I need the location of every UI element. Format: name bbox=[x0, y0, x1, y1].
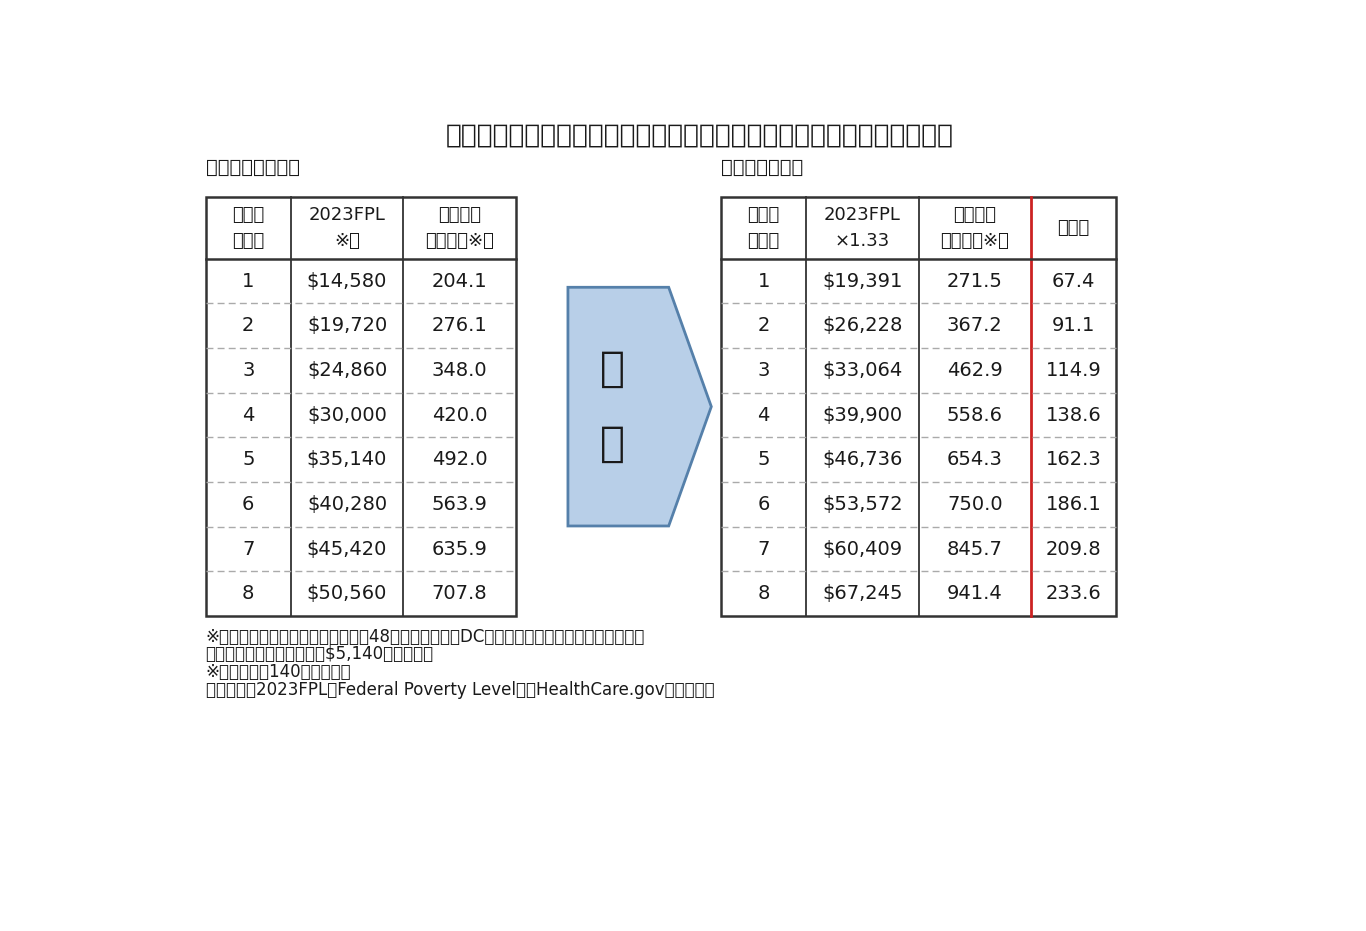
Text: 707.8: 707.8 bbox=[432, 585, 488, 603]
Text: 2023FPL
×1.33: 2023FPL ×1.33 bbox=[824, 206, 900, 250]
Text: 5: 5 bbox=[757, 451, 770, 469]
Text: 635.9: 635.9 bbox=[432, 540, 488, 559]
Text: 5: 5 bbox=[242, 451, 254, 469]
Text: 654.3: 654.3 bbox=[947, 451, 1003, 469]
Text: 1: 1 bbox=[757, 272, 770, 290]
Text: $67,245: $67,245 bbox=[822, 585, 903, 603]
Text: $46,736: $46,736 bbox=[822, 451, 903, 469]
Polygon shape bbox=[568, 288, 712, 526]
Text: $60,409: $60,409 bbox=[822, 540, 903, 559]
Bar bbox=[721, 197, 1116, 616]
Text: 276.1: 276.1 bbox=[432, 317, 488, 335]
Text: 4: 4 bbox=[242, 406, 254, 425]
Text: 1: 1 bbox=[242, 272, 254, 290]
Text: 941.4: 941.4 bbox=[947, 585, 1003, 603]
Text: 家族の
人　数: 家族の 人 数 bbox=[232, 206, 265, 250]
Text: $35,140: $35,140 bbox=[307, 451, 387, 469]
Text: 138.6: 138.6 bbox=[1046, 406, 1101, 425]
Text: 204.1: 204.1 bbox=[432, 272, 488, 290]
Text: 6: 6 bbox=[757, 495, 770, 514]
Text: $19,720: $19,720 bbox=[307, 317, 387, 335]
Text: 【図表３：オバマケアによるメディケイド加入資格（年収水準）拡張】: 【図表３：オバマケアによるメディケイド加入資格（年収水準）拡張】 bbox=[447, 123, 953, 149]
Text: $30,000: $30,000 bbox=[307, 406, 387, 425]
Text: 4: 4 bbox=[757, 406, 770, 425]
Text: $19,391: $19,391 bbox=[822, 272, 903, 290]
Text: 8: 8 bbox=[242, 585, 254, 603]
Text: 750.0: 750.0 bbox=[947, 495, 1003, 514]
Text: 558.6: 558.6 bbox=[947, 406, 1003, 425]
Text: $39,900: $39,900 bbox=[822, 406, 903, 425]
Text: 209.8: 209.8 bbox=[1046, 540, 1101, 559]
Text: $50,560: $50,560 bbox=[307, 585, 387, 603]
Text: $33,064: $33,064 bbox=[822, 361, 903, 380]
Text: 186.1: 186.1 bbox=[1046, 495, 1101, 514]
Text: 114.9: 114.9 bbox=[1046, 361, 1101, 380]
Text: ９名以降１人当たり$5,140を加える。: ９名以降１人当たり$5,140を加える。 bbox=[206, 645, 434, 663]
Text: $53,572: $53,572 bbox=[822, 495, 903, 514]
Text: 円換算額
（万円）※２: 円換算額 （万円）※２ bbox=[940, 206, 1009, 250]
Bar bbox=[206, 197, 515, 616]
Text: 円換算額
（万円）※２: 円換算額 （万円）※２ bbox=[425, 206, 494, 250]
Text: 7: 7 bbox=[242, 540, 254, 559]
Text: 162.3: 162.3 bbox=[1046, 451, 1101, 469]
Text: ※２：１ドル140円で算出。: ※２：１ドル140円で算出。 bbox=[206, 663, 351, 681]
Text: 3: 3 bbox=[757, 361, 770, 380]
Text: 家族の
人　数: 家族の 人 数 bbox=[747, 206, 780, 250]
Text: （オバマケア前）: （オバマケア前） bbox=[206, 158, 299, 178]
Text: 3: 3 bbox=[242, 361, 254, 380]
Text: 845.7: 845.7 bbox=[947, 540, 1003, 559]
Text: $26,228: $26,228 bbox=[822, 317, 903, 335]
Text: 462.9: 462.9 bbox=[947, 361, 1003, 380]
Text: 2: 2 bbox=[757, 317, 770, 335]
Text: 67.4: 67.4 bbox=[1052, 272, 1096, 290]
Text: 91.1: 91.1 bbox=[1052, 317, 1096, 335]
Text: 8: 8 bbox=[757, 585, 770, 603]
Text: 420.0: 420.0 bbox=[432, 406, 488, 425]
Text: 563.9: 563.9 bbox=[432, 495, 488, 514]
Text: （オバマケア）: （オバマケア） bbox=[721, 158, 803, 178]
Text: 6: 6 bbox=[242, 495, 254, 514]
Text: （資　料）2023FPL（Federal Poverty Level）はHealthCare.govより取得。: （資 料）2023FPL（Federal Poverty Level）はHeal… bbox=[206, 681, 714, 699]
Text: 拡
張: 拡 張 bbox=[600, 348, 624, 466]
Text: $24,860: $24,860 bbox=[307, 361, 387, 380]
Text: ※１：アラスカ州とハワイ州を除く48州とワシントンDCが対象。家族が８名を超える場合は: ※１：アラスカ州とハワイ州を除く48州とワシントンDCが対象。家族が８名を超える… bbox=[206, 627, 645, 645]
Text: 271.5: 271.5 bbox=[947, 272, 1003, 290]
Text: 7: 7 bbox=[757, 540, 770, 559]
Text: 233.6: 233.6 bbox=[1046, 585, 1101, 603]
Text: 492.0: 492.0 bbox=[432, 451, 488, 469]
Text: 増加額: 増加額 bbox=[1057, 219, 1090, 237]
Text: $40,280: $40,280 bbox=[307, 495, 387, 514]
Text: 348.0: 348.0 bbox=[432, 361, 488, 380]
Text: 2: 2 bbox=[242, 317, 254, 335]
Text: $14,580: $14,580 bbox=[307, 272, 387, 290]
Text: 367.2: 367.2 bbox=[947, 317, 1003, 335]
Text: $45,420: $45,420 bbox=[307, 540, 387, 559]
Text: 2023FPL
※１: 2023FPL ※１ bbox=[309, 206, 385, 250]
